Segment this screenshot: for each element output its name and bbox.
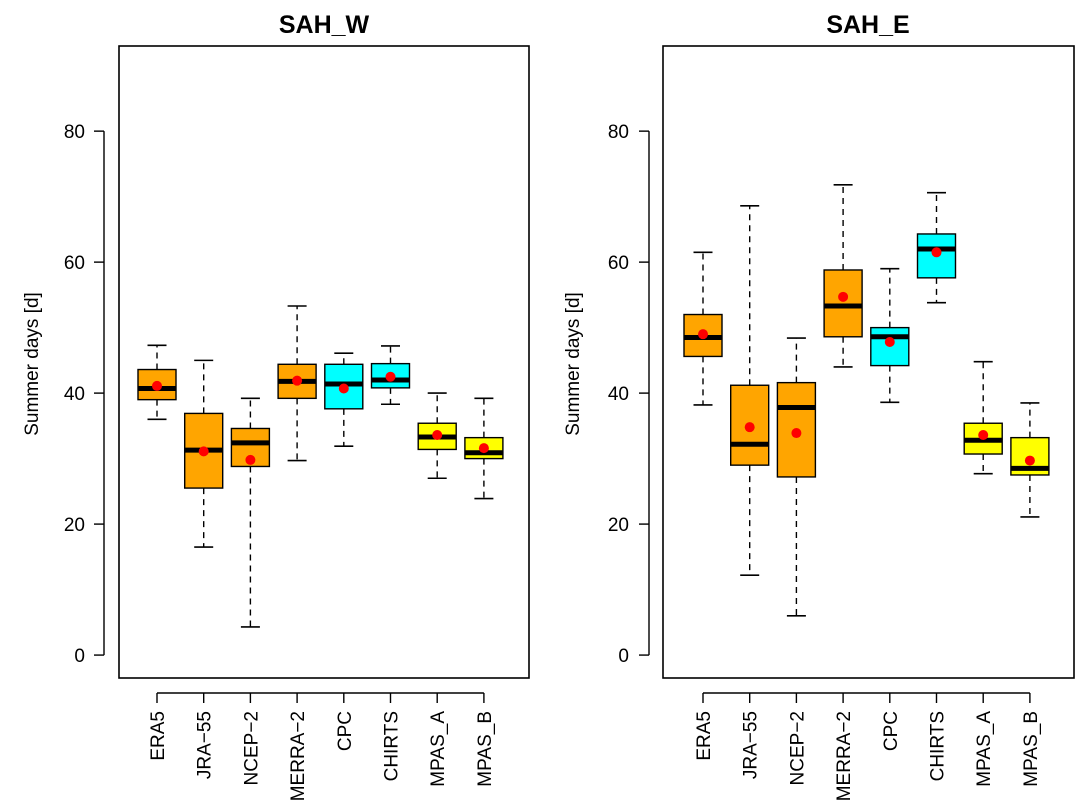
x-tick-label: ERA5 bbox=[148, 711, 169, 761]
mean-point bbox=[978, 430, 989, 441]
x-tick-label: NCEP−2 bbox=[787, 711, 808, 785]
x-tick-label: NCEP−2 bbox=[241, 711, 262, 785]
mean-point bbox=[1024, 455, 1035, 466]
mean-point bbox=[744, 422, 755, 433]
x-tick-label: CHIRTS bbox=[928, 711, 949, 781]
mean-point bbox=[931, 247, 942, 258]
x-tick-label: MERRA−2 bbox=[834, 711, 855, 801]
x-tick-label: ERA5 bbox=[694, 711, 715, 761]
y-tick-label: 40 bbox=[608, 384, 629, 405]
iqr-box bbox=[916, 233, 957, 279]
mean-point bbox=[698, 329, 708, 340]
boxplot-marks: 0 20 40 60 80 ERA5 JRA−55 NCEP−2 MERRA−2 CPC CHIRT… bbox=[64, 122, 504, 801]
mean-point bbox=[245, 454, 256, 465]
x-tick-label: MPAS_B bbox=[1021, 711, 1042, 787]
x-tick-label: MPAS_A bbox=[428, 711, 449, 787]
y-tick-label: 80 bbox=[608, 122, 629, 143]
mean-point bbox=[338, 383, 349, 394]
panel-sah-w: SAH_W Summer days [d] 0 20 40 60 80 ERA5 JRA−5… bbox=[22, 11, 530, 801]
y-tick-label: 20 bbox=[608, 515, 629, 536]
mean-point bbox=[791, 428, 802, 439]
y-tick-label: 0 bbox=[618, 646, 629, 667]
y-axis-label: Summer days [d] bbox=[563, 292, 584, 436]
x-tick-label: JRA−55 bbox=[195, 711, 216, 779]
x-tick-label: MPAS_A bbox=[974, 711, 995, 787]
x-tick-label: CPC bbox=[335, 711, 356, 751]
mean-point bbox=[198, 446, 209, 457]
x-tick-label: JRA−55 bbox=[741, 711, 762, 779]
x-tick-label: MERRA−2 bbox=[288, 711, 309, 801]
panel-sah-e: SAH_E Summer days [d] 0 20 40 60 80 ERA5 JRA−5… bbox=[563, 11, 1075, 801]
chart-title: SAH_W bbox=[279, 11, 370, 39]
boxplot-marks: 0 20 40 60 80 ERA5 JRA−55 NCEP−2 MERRA−2 CPC CHIRT… bbox=[608, 122, 1050, 801]
mean-point bbox=[292, 375, 303, 386]
y-tick-label: 80 bbox=[64, 122, 85, 143]
y-tick-label: 20 bbox=[64, 515, 85, 536]
mean-point bbox=[385, 371, 396, 382]
plot-frame bbox=[118, 45, 530, 679]
iqr-box bbox=[823, 269, 863, 338]
x-tick-label: CHIRTS bbox=[382, 711, 403, 781]
mean-point bbox=[152, 380, 162, 391]
plot-frame bbox=[662, 45, 1075, 679]
y-tick-label: 40 bbox=[64, 384, 85, 405]
mean-point bbox=[478, 443, 489, 454]
y-tick-label: 0 bbox=[74, 646, 85, 667]
y-axis-label: Summer days [d] bbox=[22, 292, 43, 436]
mean-point bbox=[838, 291, 849, 302]
x-tick-label: CPC bbox=[881, 711, 902, 751]
y-tick-label: 60 bbox=[608, 253, 629, 274]
x-tick-label: MPAS_B bbox=[475, 711, 496, 787]
mean-point bbox=[884, 337, 895, 348]
chart-title: SAH_E bbox=[826, 11, 909, 39]
mean-point bbox=[432, 430, 443, 441]
y-tick-label: 60 bbox=[64, 253, 85, 274]
